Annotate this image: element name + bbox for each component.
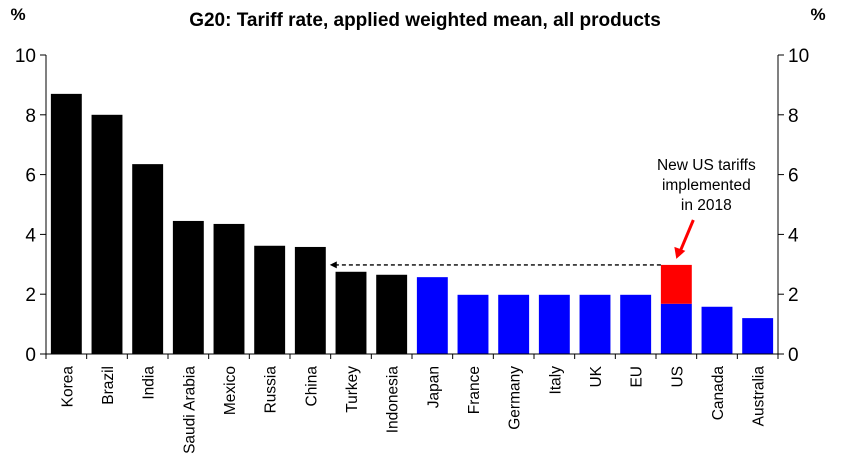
bar-india (132, 164, 164, 354)
right-tick-label: 4 (788, 225, 799, 246)
bar-japan (416, 277, 448, 354)
bars-group (50, 93, 774, 355)
category-label: Russia (263, 366, 280, 414)
category-labels-group: Korea Brazil India Saudi Arabia Mexico Russia… (59, 365, 767, 454)
left-tick-label: 10 (15, 46, 36, 67)
category-label: India (141, 366, 158, 400)
left-tick-label: 2 (25, 285, 36, 306)
bar-germany (498, 294, 530, 354)
category-label: Turkey (344, 366, 361, 413)
category-label: Germany (507, 366, 524, 430)
bar-korea (50, 93, 82, 355)
axes-group (40, 54, 784, 359)
annotation-text: New US tariffs (657, 157, 756, 174)
annotation-arrow-shaft (678, 219, 695, 252)
right-tick-label: 6 (788, 166, 799, 187)
right-tick-label: 10 (788, 46, 809, 67)
category-label: Italy (547, 366, 564, 395)
bar-indonesia (376, 274, 408, 354)
category-label: Australia (751, 366, 768, 427)
category-label: Japan (425, 366, 442, 408)
annotation-text: in 2018 (681, 197, 732, 214)
left-axis-unit: % (10, 5, 25, 24)
right-tick-label: 8 (788, 106, 799, 127)
bar-eu (620, 294, 652, 354)
category-label: Mexico (222, 366, 239, 415)
bar-saudi-arabia (172, 220, 204, 354)
bar-us (660, 303, 692, 354)
annotation-group: New US tariffs implemented in 2018 (329, 157, 756, 269)
category-label: France (466, 366, 483, 414)
bar-russia (254, 245, 286, 354)
bar-china (294, 246, 326, 354)
reference-arrowhead (329, 261, 337, 269)
bar-italy (538, 294, 570, 354)
tick-labels-group: 0 0 2 2 4 4 6 6 8 8 10 10 (15, 46, 809, 366)
right-tick-label: 2 (788, 285, 799, 306)
bar-australia (742, 318, 774, 354)
category-label: US (669, 366, 686, 388)
bar-canada (701, 306, 733, 354)
left-tick-label: 4 (25, 225, 36, 246)
chart-title: G20: Tariff rate, applied weighted mean,… (189, 10, 661, 31)
bar-brazil (91, 114, 123, 354)
category-label: Korea (59, 366, 76, 408)
annotation-text: implemented (662, 177, 751, 194)
left-tick-label: 6 (25, 166, 36, 187)
category-label: Canada (710, 366, 727, 421)
bar-turkey (335, 271, 367, 354)
bar-us-new-tariff-increment (660, 264, 692, 304)
category-label: China (303, 366, 320, 407)
category-label: UK (588, 365, 605, 387)
right-axis-unit: % (810, 5, 825, 24)
category-label: Indonesia (385, 366, 402, 434)
category-label: EU (629, 366, 646, 388)
category-label: Brazil (100, 366, 117, 405)
bar-france (457, 294, 489, 354)
bar-uk (579, 294, 611, 354)
annotation-arrowhead (674, 246, 686, 259)
right-tick-label: 0 (788, 345, 799, 366)
category-label: Saudi Arabia (181, 366, 198, 454)
left-tick-label: 0 (25, 345, 36, 366)
left-tick-label: 8 (25, 106, 36, 127)
bar-mexico (213, 223, 245, 354)
